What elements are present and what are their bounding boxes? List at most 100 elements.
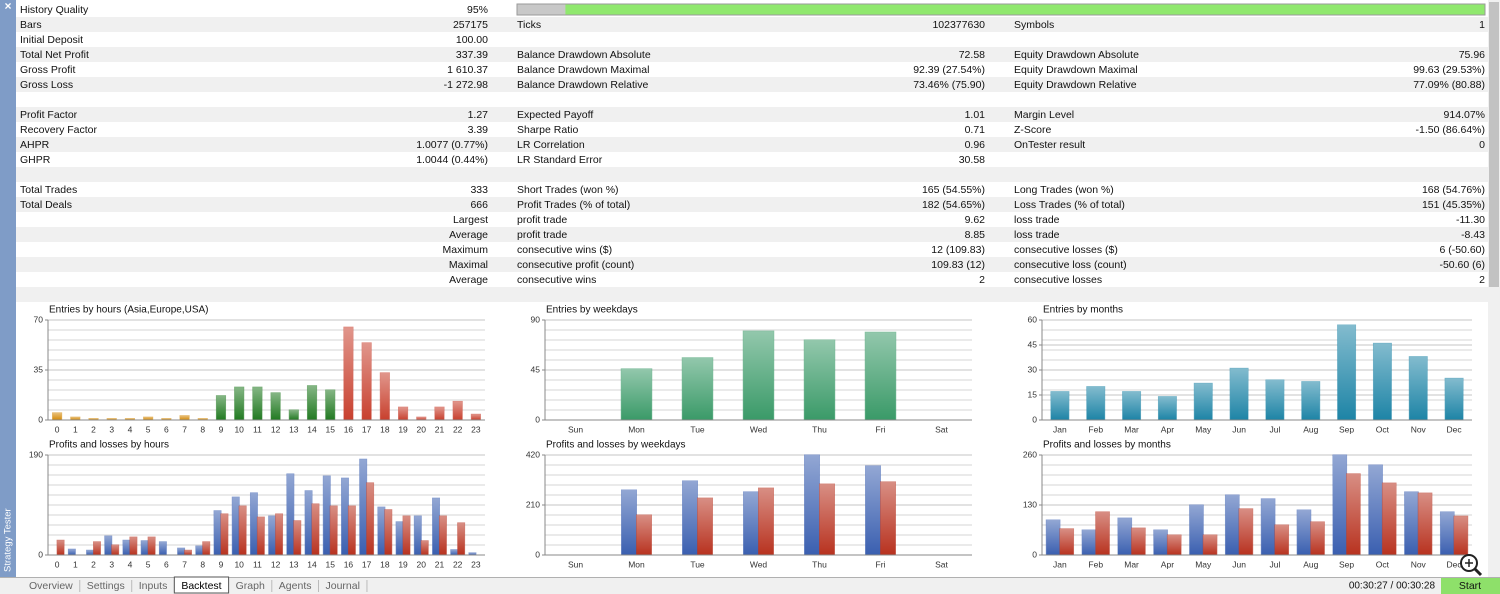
y-tick-label: 0 <box>1032 414 1037 424</box>
row-value: 73.46% (75.90) <box>913 79 985 91</box>
bar-highlight <box>159 541 167 555</box>
row-label: Total Trades <box>20 184 77 196</box>
bar-highlight <box>1046 520 1060 555</box>
bar-highlight <box>1297 510 1311 555</box>
tab[interactable]: Graph <box>236 580 265 592</box>
x-tick-label: May <box>1195 424 1212 434</box>
bar-highlight <box>1310 521 1325 555</box>
bar-highlight <box>252 387 262 420</box>
y-tick-label: 130 <box>1023 499 1037 509</box>
bar-highlight <box>143 417 153 420</box>
bar-highlight <box>268 516 276 555</box>
row-label: consecutive wins <box>517 274 596 286</box>
row-background <box>16 17 1488 32</box>
start-button[interactable] <box>1441 578 1500 594</box>
y-tick-label: 30 <box>1028 364 1038 374</box>
footer: Overview Settings Inputs Backtest Graph Agent… <box>29 576 1500 594</box>
row-background <box>16 257 1488 272</box>
row-value: 151 (45.35%) <box>1422 199 1485 211</box>
row-label: Bars <box>20 19 42 31</box>
x-tick-label: 2 <box>91 559 96 569</box>
bar-highlight <box>325 390 335 420</box>
tab[interactable]: Settings <box>87 580 125 592</box>
x-tick-label: Jul <box>1269 559 1280 569</box>
bar-highlight <box>111 545 119 555</box>
x-tick-label: Jan <box>1053 424 1067 434</box>
row-value: 1.0044 (0.44%) <box>416 154 488 166</box>
tab[interactable]: Inputs <box>139 580 168 592</box>
bar-highlight <box>1337 325 1356 420</box>
x-tick-label: Feb <box>1088 424 1103 434</box>
row-background <box>16 227 1488 242</box>
row-label: Short Trades (won %) <box>517 184 619 196</box>
x-tick-label: 7 <box>182 424 187 434</box>
row-value: 77.09% (80.88) <box>1413 79 1485 91</box>
y-tick-label: 45 <box>1028 339 1038 349</box>
tab[interactable]: Agents <box>279 580 312 592</box>
x-tick-label: 8 <box>200 424 205 434</box>
tab[interactable]: Journal <box>326 580 360 592</box>
x-tick-label: 4 <box>128 559 133 569</box>
row-label: Profit Factor <box>20 109 78 121</box>
x-tick-label: 9 <box>219 559 224 569</box>
row-label: OnTester result <box>1014 139 1085 151</box>
tab[interactable]: Overview <box>29 580 73 592</box>
row-value: 0.96 <box>965 139 986 151</box>
bar-highlight <box>312 503 319 555</box>
bar-highlight <box>323 476 331 555</box>
bar-highlight <box>180 415 190 420</box>
x-tick-label: 1 <box>73 559 78 569</box>
row-value: 30.58 <box>959 154 985 166</box>
y-tick-label: 420 <box>526 449 540 459</box>
row-value: -1.50 (86.64%) <box>1416 124 1485 136</box>
row-label: Equity Drawdown Relative <box>1014 79 1137 91</box>
row-label: loss trade <box>1014 229 1060 241</box>
tab[interactable]: Backtest <box>181 580 221 592</box>
bar-highlight <box>432 498 440 555</box>
x-tick-label: Sep <box>1339 559 1354 569</box>
row-label: Balance Drawdown Absolute <box>517 49 651 61</box>
bar-highlight <box>257 517 265 555</box>
y-tick-label: 70 <box>34 314 44 324</box>
y-tick-label: 210 <box>526 499 540 509</box>
x-tick-label: 17 <box>362 559 372 569</box>
bar-highlight <box>1059 528 1074 555</box>
start-label[interactable]: Start <box>1459 580 1481 592</box>
x-tick-label: Sat <box>935 424 948 434</box>
x-tick-label: Oct <box>1376 424 1390 434</box>
zoom-icon[interactable] <box>1460 554 1483 577</box>
row-label: AHPR <box>20 139 50 151</box>
x-tick-label: 1 <box>73 424 78 434</box>
bar-highlight <box>250 492 258 555</box>
row-label: consecutive losses ($) <box>1014 244 1118 256</box>
x-tick-label: 20 <box>417 559 427 569</box>
scrollbar-thumb[interactable] <box>1489 2 1499 287</box>
close-button[interactable]: × <box>4 0 11 13</box>
row-label: Ticks <box>517 19 541 31</box>
bar-highlight <box>220 513 228 555</box>
chart: Entries by months 0 15 30 45 60 Jan Feb Mar Apr Ma… <box>1028 305 1472 434</box>
bar-highlight <box>1153 530 1168 555</box>
x-tick-label: Sep <box>1339 424 1354 434</box>
row-label: LR Standard Error <box>517 154 603 166</box>
row-value: 100.00 <box>456 34 488 46</box>
x-tick-label: 10 <box>234 559 244 569</box>
row-label: Balance Drawdown Relative <box>517 79 648 91</box>
row-label: loss trade <box>1014 214 1060 226</box>
x-tick-label: 11 <box>253 424 262 434</box>
bar-highlight <box>1194 383 1213 420</box>
row-label: Margin Level <box>1014 109 1074 121</box>
bar-highlight <box>88 418 99 420</box>
x-tick-label: 14 <box>307 559 317 569</box>
x-tick-label: Aug <box>1303 424 1318 434</box>
bar-highlight <box>341 478 349 555</box>
row-value: 333 <box>470 184 488 196</box>
panel-title: Strategy Tester <box>3 508 14 572</box>
bar-highlight <box>239 506 247 555</box>
bar-highlight <box>1265 380 1284 420</box>
row-background <box>16 287 1488 302</box>
y-tick-label: 60 <box>1028 314 1038 324</box>
x-tick-label: Mar <box>1124 559 1139 569</box>
x-tick-label: 9 <box>219 424 224 434</box>
chart-title: Entries by hours (Asia,Europe,USA) <box>49 305 209 316</box>
